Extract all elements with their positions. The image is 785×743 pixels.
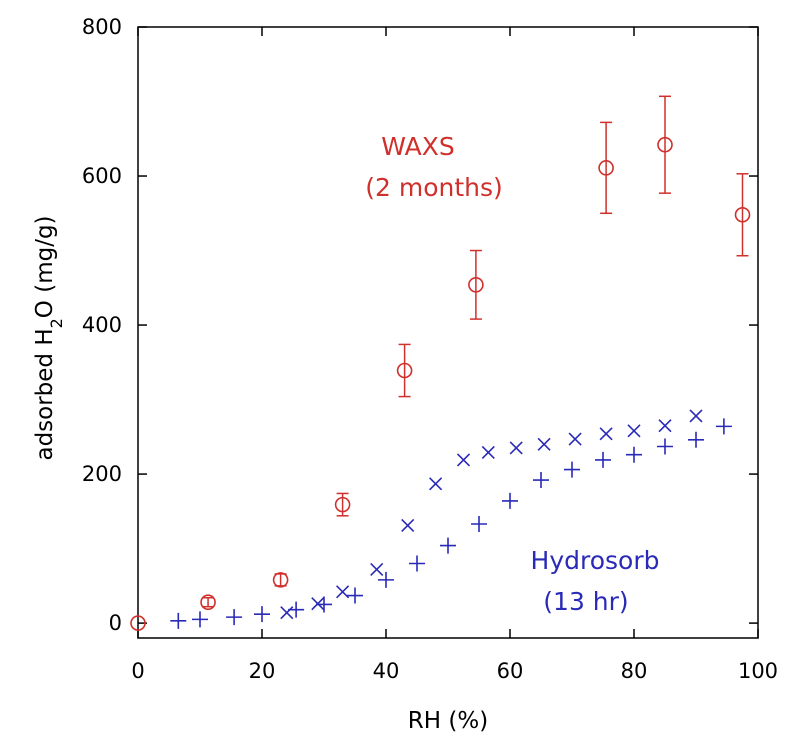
data-point-plus — [533, 472, 549, 489]
error-bar — [736, 173, 749, 257]
data-point-circle — [734, 206, 751, 223]
data-point-plus — [502, 492, 518, 509]
data-point-plus — [657, 438, 673, 455]
error-bar — [469, 249, 482, 320]
error-bar — [398, 343, 411, 398]
data-marks — [130, 95, 751, 631]
data-point-circle — [334, 496, 351, 513]
data-point-plus — [409, 555, 425, 572]
data-point-plus — [595, 451, 611, 468]
data-point-cross — [336, 585, 350, 599]
data-point-circle — [200, 594, 216, 611]
y-tick-label: 200 — [82, 462, 122, 486]
data-point-cross — [280, 606, 294, 620]
data-point-circle — [130, 615, 146, 631]
error-bar — [659, 95, 671, 194]
series-cross — [280, 409, 703, 620]
data-point-plus — [626, 446, 642, 463]
data-point-cross — [370, 562, 384, 577]
data-point-plus — [715, 418, 732, 435]
data-point-plus — [254, 606, 270, 623]
data-point-circle — [598, 160, 614, 176]
data-point-cross — [599, 427, 613, 441]
data-point-plus — [347, 587, 363, 604]
x-tick-label: 0 — [131, 659, 144, 683]
x-tick-label: 60 — [497, 659, 524, 683]
y-axis-title-main: adsorbed H — [32, 328, 58, 460]
axis-ticks — [137, 26, 759, 638]
data-point-plus — [288, 601, 305, 618]
y-tick-label: 0 — [109, 611, 122, 635]
error-bar — [600, 121, 613, 215]
data-point-cross — [481, 445, 495, 460]
x-tick-label: 20 — [249, 659, 276, 683]
y-tick-label: 600 — [82, 164, 122, 188]
tick-labels: 0 20 40 60 80 100 0 200 400 600 800 — [82, 15, 778, 683]
data-point-cross — [429, 477, 443, 491]
data-point-plus — [226, 609, 243, 626]
y-axis-title: adsorbed H2O (mg/g) — [32, 215, 66, 460]
hydrosorb-annotation-line2: (13 hr) — [543, 587, 628, 616]
y-axis-title-rest: O (mg/g) — [32, 215, 58, 318]
x-tick-label: 40 — [373, 659, 400, 683]
error-bar — [202, 597, 215, 608]
plot-frame — [137, 26, 759, 639]
data-point-cross — [401, 518, 415, 533]
hydrosorb-annotation-line1: Hydrosorb — [531, 546, 660, 575]
data-point-circle — [396, 362, 413, 379]
data-point-plus — [316, 596, 332, 613]
data-point-plus — [170, 612, 187, 629]
data-point-cross — [537, 437, 551, 451]
data-point-plus — [440, 537, 456, 554]
data-point-plus — [564, 461, 580, 478]
y-tick-label: 400 — [82, 313, 122, 337]
data-point-cross — [568, 432, 582, 446]
x-axis-title: RH (%) — [408, 708, 488, 734]
data-point-plus — [471, 515, 487, 532]
data-point-plus — [192, 611, 208, 628]
waxs-annotation-line1: WAXS — [381, 132, 454, 161]
data-point-cross — [456, 453, 471, 467]
data-point-cross — [509, 441, 523, 455]
data-point-plus — [688, 431, 704, 448]
error-bar — [336, 492, 349, 517]
data-point-cross — [658, 419, 672, 433]
y-tick-label: 800 — [82, 15, 122, 39]
data-point-circle — [272, 572, 289, 588]
data-point-circle — [468, 277, 484, 293]
y-axis-title-subscript: 2 — [47, 318, 66, 328]
data-point-plus — [378, 571, 394, 588]
data-point-circle — [657, 136, 673, 153]
waxs-annotation-line2: (2 months) — [365, 173, 503, 202]
data-point-cross — [689, 409, 703, 423]
x-tick-label: 100 — [738, 659, 778, 683]
series-plus — [170, 418, 732, 629]
series-circle — [130, 95, 751, 631]
x-tick-label: 80 — [621, 659, 648, 683]
error-bar — [274, 573, 287, 587]
data-point-cross — [627, 424, 641, 438]
